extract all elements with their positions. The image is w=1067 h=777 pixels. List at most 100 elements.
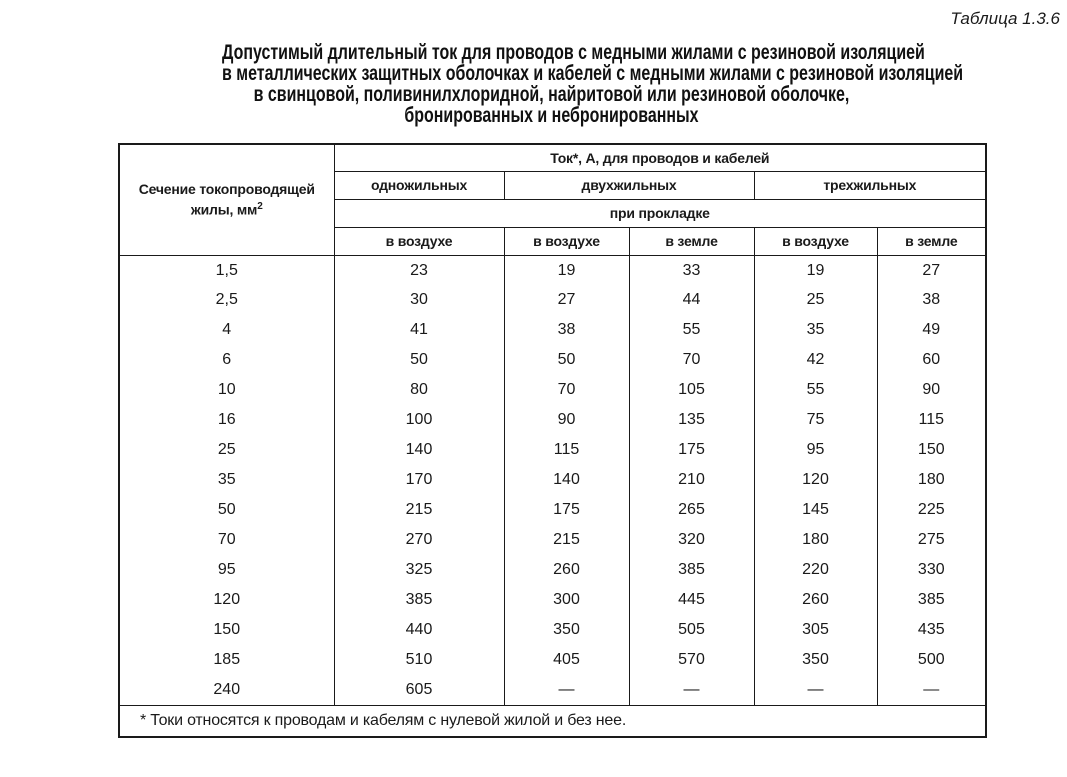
section-cell: 6 (118, 345, 335, 375)
section-cell: 2,5 (118, 285, 335, 315)
section-cell: 16 (118, 405, 335, 435)
title-line-3: в свинцовой, поливинилхлоридной, найрито… (253, 83, 850, 106)
section-cell: 25 (118, 435, 335, 465)
value-cell: 70 (503, 375, 630, 405)
table-row: 185 510 405 570 350 500 (118, 645, 987, 675)
value-cell: 385 (333, 585, 505, 615)
value-cell: 440 (333, 615, 505, 645)
header-laying: при прокладке (333, 198, 987, 228)
value-cell: 505 (628, 615, 755, 645)
value-cell: 55 (628, 315, 755, 345)
value-cell: 42 (753, 345, 878, 375)
section-cell: 70 (118, 525, 335, 555)
value-cell: 120 (753, 465, 878, 495)
value-cell: 33 (628, 255, 755, 285)
value-cell: 385 (628, 555, 755, 585)
current-ratings-table: Сечение токопроводящей жилы, мм2 Ток*, А… (118, 143, 988, 738)
value-cell: 180 (876, 465, 987, 495)
value-cell: 210 (628, 465, 755, 495)
value-cell: 105 (628, 375, 755, 405)
value-cell: 570 (628, 645, 755, 675)
value-cell: 75 (753, 405, 878, 435)
value-cell: 150 (876, 435, 987, 465)
header-env-air-two: в воздухе (503, 226, 630, 256)
header-two-core: двухжильных (503, 170, 755, 200)
table-row: 4 41 38 55 35 49 (118, 315, 987, 345)
value-cell: 215 (333, 495, 505, 525)
value-cell: 260 (753, 585, 878, 615)
value-cell: 115 (876, 405, 987, 435)
header-row-core-types: одножильных двухжильных трехжильных (119, 170, 987, 200)
value-cell: 38 (876, 285, 987, 315)
section-cell: 150 (118, 615, 335, 645)
value-cell: 90 (876, 375, 987, 405)
value-cell: 260 (503, 555, 630, 585)
table-row: 70 270 215 320 180 275 (118, 525, 987, 555)
table-row: 25 140 115 175 95 150 (118, 435, 987, 465)
value-cell: 70 (628, 345, 755, 375)
value-cell: 435 (876, 615, 987, 645)
header-env-ground-two: в земле (628, 226, 755, 256)
table-row: 95 325 260 385 220 330 (118, 555, 987, 585)
value-cell: 350 (503, 615, 630, 645)
table-row: 150 440 350 505 305 435 (118, 615, 987, 645)
value-cell: 60 (876, 345, 987, 375)
value-cell: 215 (503, 525, 630, 555)
section-cell: 95 (118, 555, 335, 585)
value-cell: 44 (628, 285, 755, 315)
title-line-4: бронированных и небронированных (404, 104, 699, 127)
footnote-row: * Токи относятся к проводам и кабелям с … (119, 704, 987, 737)
value-cell: 145 (753, 495, 878, 525)
header-three-core: трехжильных (753, 170, 987, 200)
value-cell: — (753, 675, 878, 705)
value-cell: 225 (876, 495, 987, 525)
value-cell: 500 (876, 645, 987, 675)
value-cell: 320 (628, 525, 755, 555)
value-cell: 23 (333, 255, 505, 285)
table-row: 1,5 23 19 33 19 27 (118, 255, 987, 285)
value-cell: 38 (503, 315, 630, 345)
value-cell: 305 (753, 615, 878, 645)
value-cell: 385 (876, 585, 987, 615)
section-cell: 35 (118, 465, 335, 495)
value-cell: 35 (753, 315, 878, 345)
value-cell: — (628, 675, 755, 705)
header-row-environment: в воздухе в воздухе в земле в воздухе в … (119, 226, 987, 256)
section-cell: 50 (118, 495, 335, 525)
section-cell: 4 (118, 315, 335, 345)
table-row: 2,5 30 27 44 25 38 (118, 285, 987, 315)
value-cell: 275 (876, 525, 987, 555)
value-cell: 100 (333, 405, 505, 435)
title-line-2: в металлических защитных оболочках и каб… (222, 62, 964, 85)
value-cell: 180 (753, 525, 878, 555)
value-cell: 170 (333, 465, 505, 495)
table-body: 1,5 23 19 33 19 27 2,5 30 27 44 25 38 4 41 38 55 35 49 6 50… (118, 255, 987, 705)
value-cell: 605 (333, 675, 505, 705)
table-number-label: Таблица 1.3.6 (950, 9, 1060, 28)
value-cell: 19 (503, 255, 630, 285)
header-env-air-three: в воздухе (753, 226, 878, 256)
header-row-laying: при прокладке (119, 198, 987, 228)
value-cell: 140 (333, 435, 505, 465)
value-cell: 27 (503, 285, 630, 315)
table-row: 16 100 90 135 75 115 (118, 405, 987, 435)
value-cell: 510 (333, 645, 505, 675)
header-conductor-section-sup: 2 (257, 201, 263, 213)
table-row: 10 80 70 105 55 90 (118, 375, 987, 405)
header-env-air-single: в воздухе (333, 226, 505, 256)
table-row: 240 605— — — — (118, 675, 987, 705)
table-header: Сечение токопроводящей жилы, мм2 Ток*, А… (118, 143, 987, 256)
value-cell: 50 (333, 345, 505, 375)
section-cell: 1,5 (118, 255, 335, 285)
header-conductor-section: Сечение токопроводящей жилы, мм2 (118, 143, 335, 256)
section-cell: 120 (118, 585, 335, 615)
value-cell: 55 (753, 375, 878, 405)
value-cell: 405 (503, 645, 630, 675)
value-cell: 30 (333, 285, 505, 315)
table-footnote: * Токи относятся к проводам и кабелям с … (119, 704, 987, 737)
header-env-ground-three: в земле (876, 226, 987, 256)
value-cell: 330 (876, 555, 987, 585)
value-cell: 80 (333, 375, 505, 405)
header-current-group: Ток*, А, для проводов и кабелей (333, 143, 987, 172)
